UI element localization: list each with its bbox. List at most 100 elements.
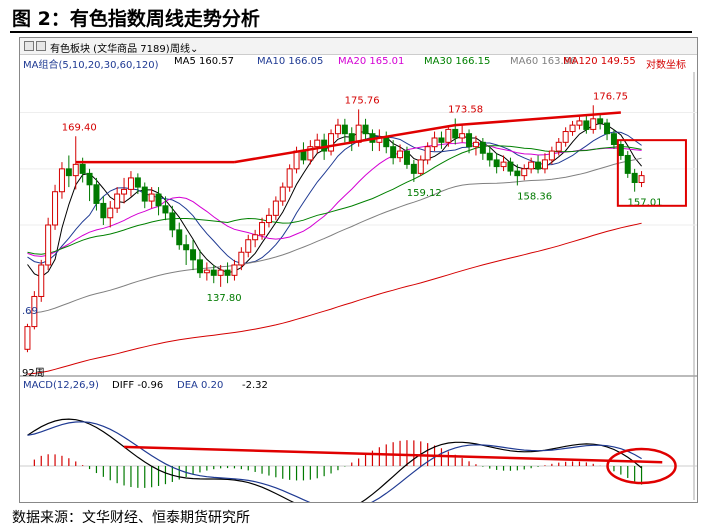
candle — [196, 249, 203, 278]
candle-body — [176, 229, 183, 246]
ma-legend-ma5: MA5 160.57 — [174, 56, 234, 67]
candle-body — [410, 163, 417, 174]
candle — [500, 155, 507, 172]
candle-body — [196, 259, 203, 274]
candle — [362, 118, 369, 141]
candle — [279, 182, 286, 206]
ma-legend-ma30: MA30 166.15 — [424, 56, 491, 67]
candle — [162, 196, 169, 221]
candle-body — [134, 177, 141, 188]
figure-title: 图 2：有色指数周线走势分析 — [12, 8, 260, 30]
candle-body — [231, 264, 238, 276]
candle-body — [431, 137, 438, 148]
candle-body — [217, 269, 224, 276]
candle-body — [590, 118, 597, 130]
candle-body — [576, 120, 583, 126]
candle-body — [597, 118, 604, 124]
candle-body — [38, 264, 45, 297]
candle — [479, 137, 486, 160]
candle-body — [190, 249, 197, 261]
candle-body — [500, 161, 507, 168]
candle — [555, 137, 562, 156]
candle-body — [252, 234, 259, 241]
candle-body — [631, 172, 638, 183]
candle-body — [624, 154, 631, 174]
candle — [314, 133, 321, 154]
candle-body — [445, 128, 452, 143]
candle — [576, 116, 583, 130]
chart-toolbar: 有色板块 (文华商品 7189) 周线⌄ — [20, 38, 697, 55]
candle-body — [541, 159, 548, 170]
candle — [424, 142, 431, 165]
candle-body — [31, 295, 38, 328]
candle-body — [114, 193, 121, 209]
ma-legend-ma120: MA120 149.55 — [563, 56, 636, 67]
candle — [445, 125, 452, 147]
candle-body — [127, 177, 134, 190]
settings-icon[interactable] — [24, 41, 34, 51]
log-scale-toggle[interactable]: 对数坐标 — [646, 60, 686, 71]
candle — [403, 146, 410, 169]
candle — [121, 177, 128, 204]
price-annotation: 173.58 — [448, 104, 483, 115]
macd-legend-value: -2.32 — [242, 380, 268, 391]
macd-trendline — [124, 445, 663, 464]
candle-body — [638, 175, 645, 183]
candle-body — [397, 150, 404, 159]
candle-body — [203, 269, 210, 274]
bar-count-label: 92周 — [22, 368, 45, 379]
candle-body — [362, 124, 369, 135]
candle-body — [259, 222, 266, 236]
candle — [486, 146, 493, 167]
candle — [107, 201, 114, 228]
candle — [583, 114, 590, 134]
candle-body — [155, 193, 162, 207]
candle — [466, 129, 473, 154]
candle — [203, 262, 210, 281]
title-rule — [10, 31, 692, 33]
candle-body — [486, 152, 493, 161]
candle-body — [245, 239, 252, 253]
macd-highlight-ellipse — [606, 447, 677, 485]
candle — [190, 239, 197, 271]
dea-line — [27, 421, 642, 502]
candle — [155, 187, 162, 216]
macd-legend-diff: DIFF -0.96 — [112, 380, 164, 391]
candle — [341, 118, 348, 143]
candle-body — [300, 150, 307, 161]
candle-body — [507, 161, 514, 172]
macd-legend-name: MACD(12,26,9) — [23, 380, 99, 391]
candle — [252, 229, 259, 248]
candle — [514, 164, 521, 186]
candle — [604, 118, 611, 141]
instrument-label[interactable]: 有色板块 (文华商品 7189) — [50, 44, 170, 55]
candle — [541, 153, 548, 174]
candle-body — [79, 163, 86, 174]
candle — [383, 131, 390, 154]
candle — [397, 144, 404, 163]
trendline-1 — [234, 123, 456, 164]
candle-body — [535, 161, 542, 170]
ma-legend-ma10: MA10 166.05 — [257, 56, 324, 67]
candle — [569, 120, 576, 136]
price-annotation: 158.36 — [517, 191, 552, 202]
candle-body — [562, 131, 569, 143]
candle-body — [224, 269, 231, 276]
candle-body — [286, 168, 293, 188]
candle-body — [514, 170, 521, 177]
period-selector[interactable]: 周线⌄ — [170, 40, 198, 55]
candle — [259, 217, 266, 240]
window-icon[interactable] — [36, 41, 46, 51]
candle — [141, 182, 148, 209]
candle-body — [403, 150, 410, 165]
candle — [438, 131, 445, 149]
candle — [245, 234, 252, 258]
candle-body — [45, 224, 52, 266]
candle — [45, 217, 52, 271]
candle-body — [86, 172, 93, 186]
candle — [169, 205, 176, 238]
candle — [590, 105, 597, 134]
candle — [410, 159, 417, 182]
candle — [597, 114, 604, 130]
candle-body — [569, 124, 576, 133]
